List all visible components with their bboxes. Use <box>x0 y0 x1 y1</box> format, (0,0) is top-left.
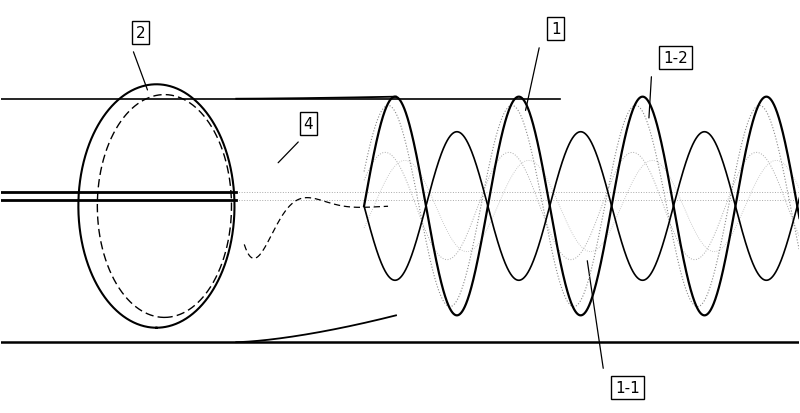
Text: 2: 2 <box>136 26 146 41</box>
Text: 1: 1 <box>551 22 561 37</box>
Text: 4: 4 <box>303 117 313 132</box>
Text: 1-2: 1-2 <box>663 51 688 66</box>
Text: 1-1: 1-1 <box>615 380 640 395</box>
